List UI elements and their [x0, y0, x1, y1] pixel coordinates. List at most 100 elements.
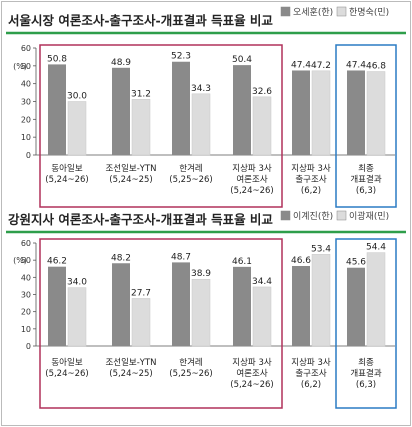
y-tick-label: 30 [21, 291, 31, 300]
bar-value-label: 38.9 [191, 269, 211, 279]
bar-value-label: 48.2 [111, 253, 131, 263]
bar-value-label: 53.4 [311, 244, 331, 254]
y-tick-label: 40 [21, 273, 31, 282]
y-axis-label: (%) [13, 256, 27, 265]
bar [67, 287, 87, 347]
bar-value-label: 47.4 [291, 60, 311, 70]
category-label: 개표결과 [350, 368, 381, 379]
category-label: (5,24~25) [109, 175, 153, 185]
y-tick-label: 20 [21, 308, 31, 317]
category-label: (5,24~26) [230, 186, 274, 196]
category-label: (5,24~25) [109, 369, 153, 379]
legend-label-2: 이광재(민) [349, 210, 389, 222]
category-label: 지상파 3사 [232, 163, 272, 174]
bar [252, 286, 272, 347]
category-label: (5,25~26) [169, 175, 213, 185]
y-tick-label: 30 [21, 98, 31, 107]
y-tick-label: 50 [21, 256, 31, 265]
bar-value-label: 32.6 [252, 87, 272, 97]
legend-swatch-1 [280, 210, 291, 221]
bar-value-label: 52.3 [171, 52, 191, 62]
bar-value-label: 34.4 [252, 277, 272, 287]
category-label: (6,3) [356, 380, 376, 390]
category-label: 조선일보-YTN [105, 164, 156, 174]
y-tick-label: 10 [21, 133, 31, 142]
bar-value-label: 54.4 [366, 243, 386, 253]
final-result-box [335, 44, 397, 208]
y-tick-label: 20 [21, 115, 31, 124]
category-label: (6,2) [301, 186, 321, 196]
bar-value-label: 50.8 [47, 54, 67, 64]
bar-value-label: 47.2 [311, 61, 331, 71]
bar-value-label: 46.2 [47, 257, 67, 267]
bar-value-label: 47.4 [346, 60, 366, 70]
category-label: 한겨레 [179, 358, 202, 368]
bar [172, 61, 190, 155]
y-tick-label: 60 [21, 44, 31, 53]
y-tick-label: 50 [21, 62, 31, 71]
bar [191, 93, 211, 156]
y-tick-label: 10 [21, 325, 31, 334]
y-tick-label: 40 [21, 80, 31, 89]
bar-value-label: 45.6 [346, 258, 366, 268]
bar-value-label: 46.1 [232, 257, 252, 267]
y-tick-label: 0 [26, 151, 31, 160]
category-label: 동아일보 [51, 163, 82, 174]
bar [292, 70, 310, 155]
bar [366, 71, 386, 156]
legend-label-1: 오세훈(한) [293, 6, 333, 18]
category-label: (6,3) [356, 186, 376, 196]
category-label: (5,24~26) [45, 175, 89, 185]
poll-group-box [39, 238, 283, 409]
bar [112, 263, 130, 346]
category-label: 출구조사 [295, 174, 326, 185]
category-label: (6,2) [301, 380, 321, 390]
bar [67, 101, 87, 156]
legend-label-1: 이계진(한) [293, 210, 333, 222]
category-label: 출구조사 [295, 368, 326, 379]
bar-value-label: 34.3 [191, 84, 211, 94]
bar [131, 298, 151, 347]
category-label: 개표결과 [350, 174, 381, 185]
y-axis-label: (%) [13, 62, 27, 71]
bar-value-label: 46.6 [291, 256, 311, 266]
bar-value-label: 34.0 [67, 278, 87, 288]
category-label: 지상파 3사 [291, 163, 331, 174]
bar [112, 67, 130, 155]
legend-swatch-2 [336, 6, 347, 17]
bar [311, 254, 331, 347]
category-label: 동아일보 [51, 357, 82, 368]
legend-label-2: 한명숙(민) [349, 7, 389, 18]
category-label: (5,24~26) [230, 380, 274, 390]
category-label: 최종 [358, 357, 374, 368]
bar-value-label: 27.7 [131, 288, 151, 298]
poll-group-box [39, 44, 283, 208]
bar [172, 262, 190, 346]
bar [233, 266, 251, 346]
bar-value-label: 48.9 [111, 58, 131, 68]
y-tick-label: 60 [21, 239, 31, 248]
bar [366, 252, 386, 347]
category-label: 지상파 3사 [232, 357, 272, 368]
bar [48, 64, 66, 155]
chart-panel-2: 강원지사 여론조사-출구조사-개표결과 득표율 비교 이계진(한) 이광재(민) 0 1… [6, 210, 406, 409]
bar [347, 70, 365, 155]
chart-title: 강원지사 여론조사-출구조사-개표결과 득표율 비교 [8, 212, 273, 227]
bar-value-label: 31.2 [131, 89, 151, 99]
bar-value-label: 46.8 [366, 62, 386, 72]
bar-value-label: 30.0 [67, 92, 87, 102]
bar-value-label: 50.4 [232, 55, 252, 65]
final-result-box [335, 238, 397, 409]
category-label: 지상파 3사 [291, 357, 331, 368]
bar [347, 267, 365, 346]
bar-value-label: 48.7 [171, 252, 191, 262]
bar [233, 65, 251, 155]
legend-swatch-1 [280, 6, 291, 17]
category-label: (5,25~26) [169, 369, 213, 379]
bar [131, 99, 151, 156]
category-label: 최종 [358, 163, 374, 174]
bar [252, 96, 272, 156]
